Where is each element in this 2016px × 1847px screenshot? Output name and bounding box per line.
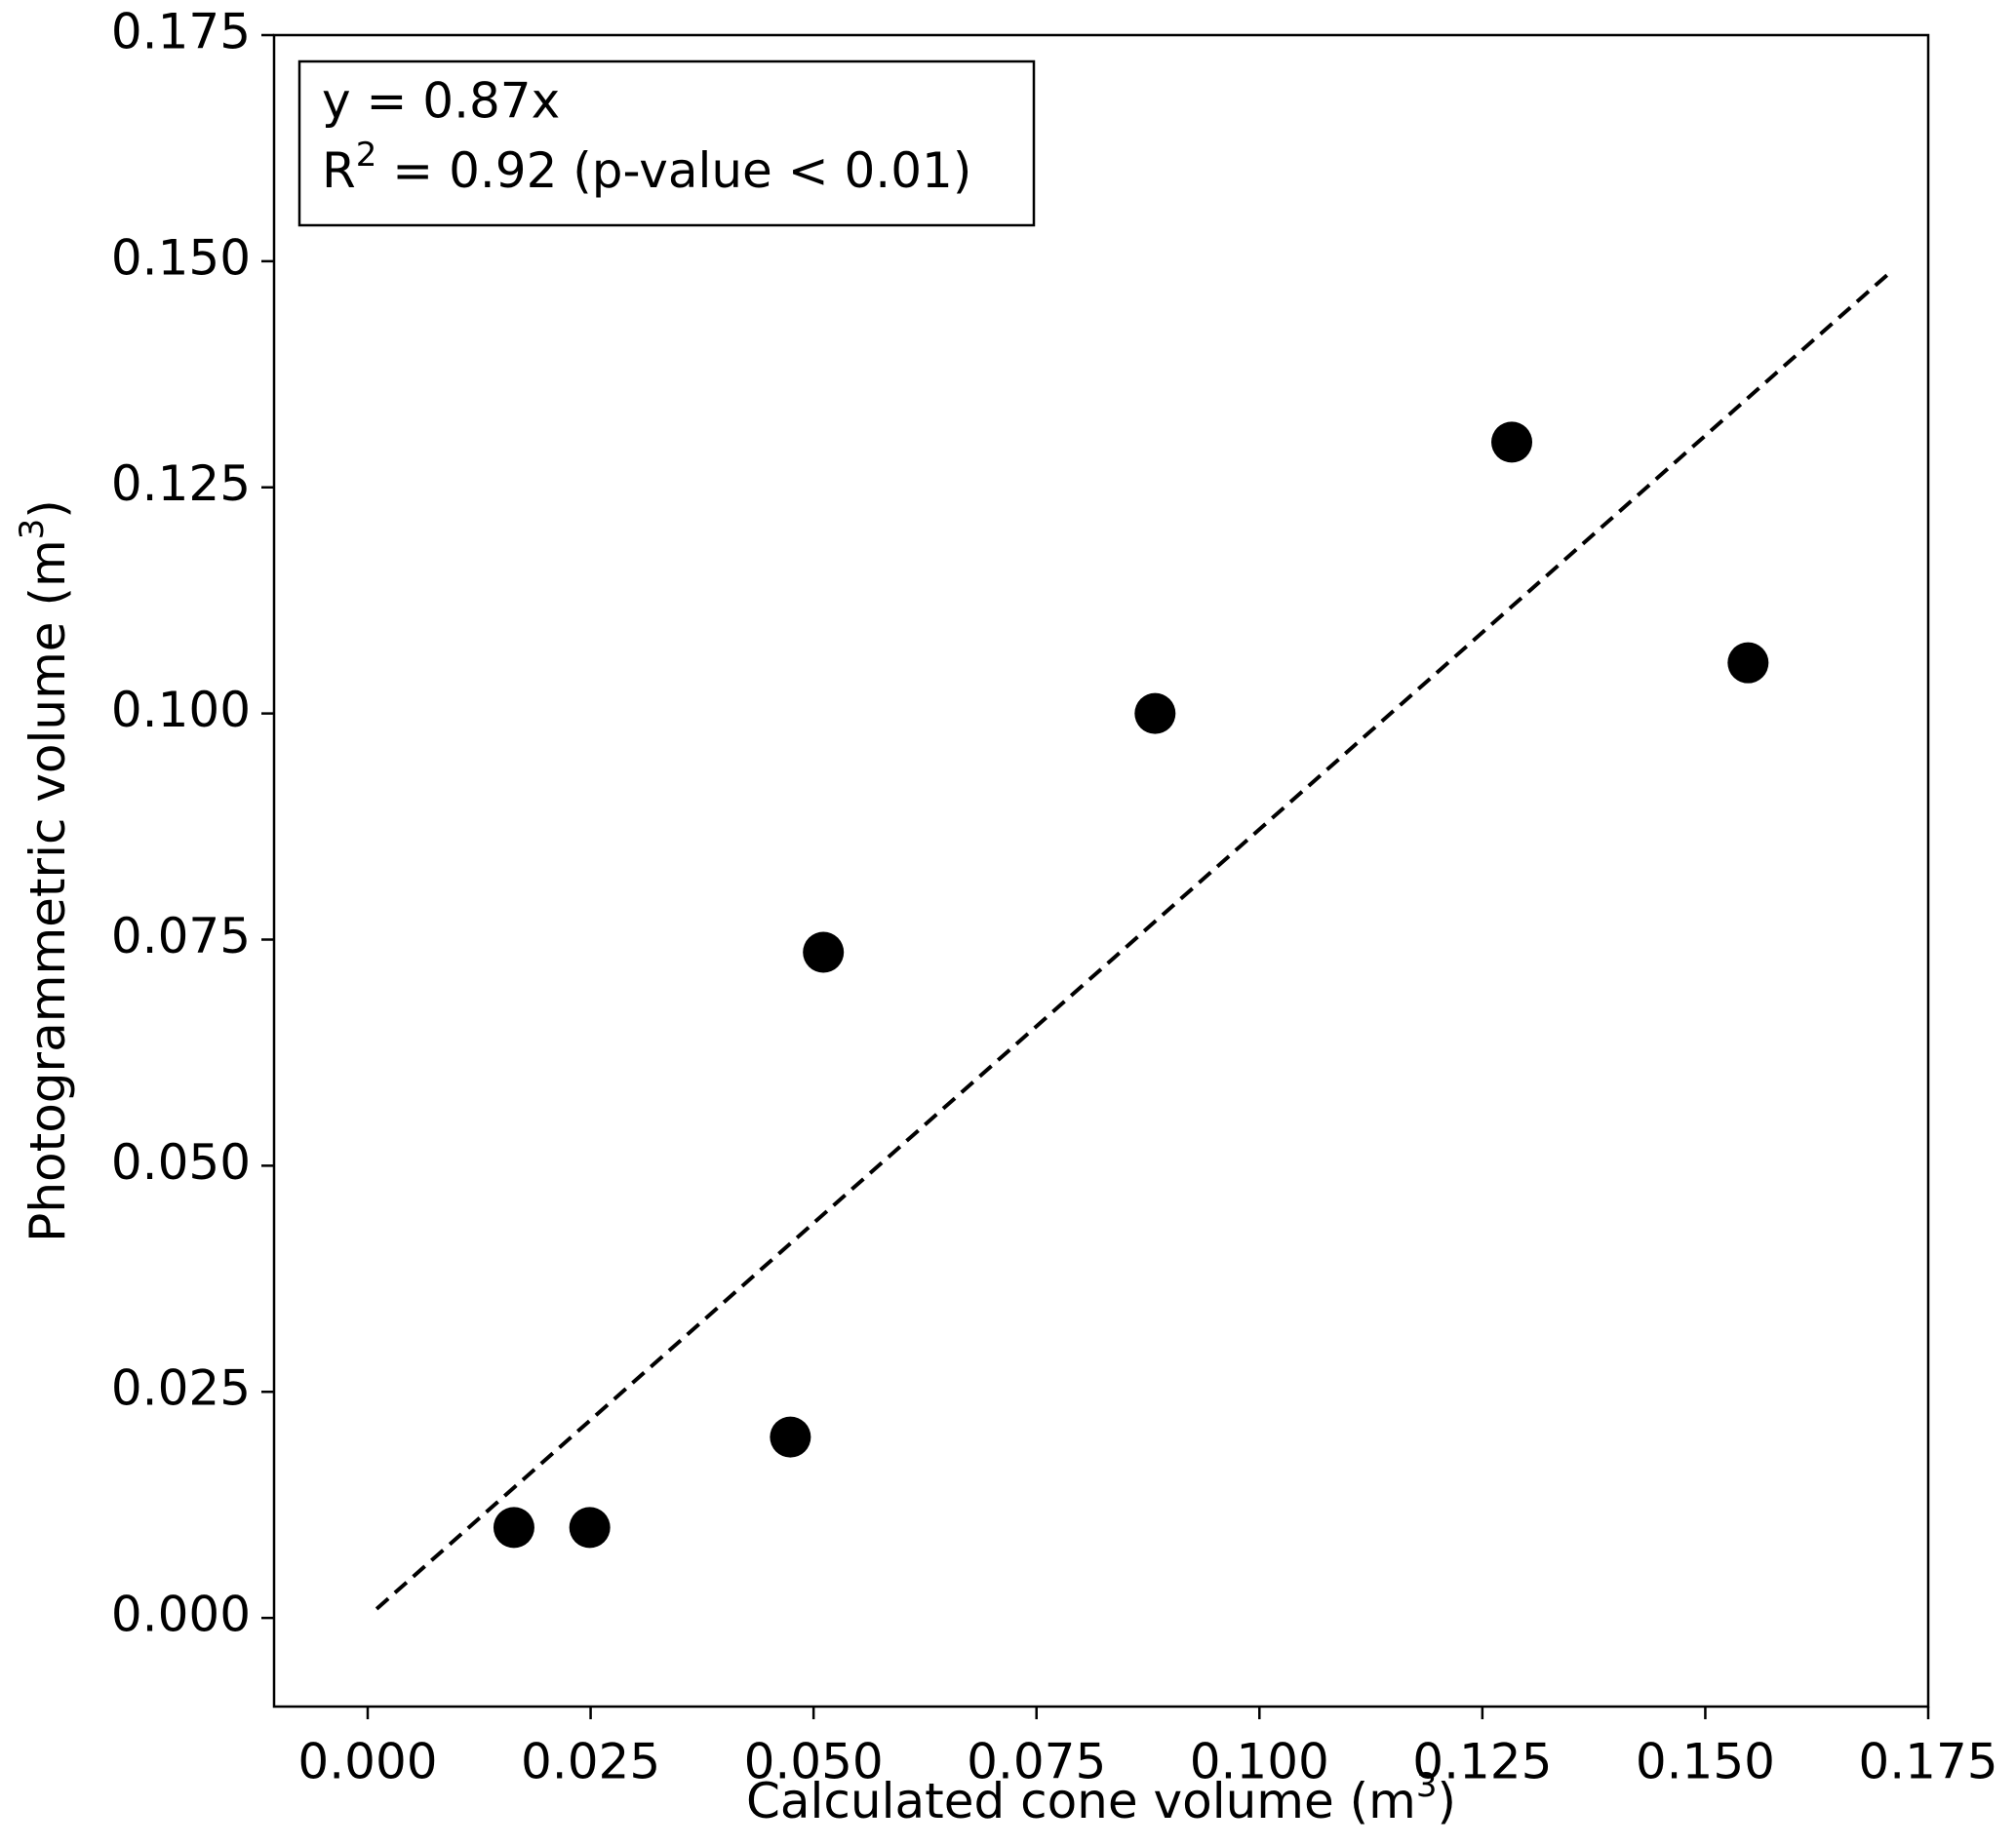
data-point	[803, 931, 845, 973]
x-axis-label: Calculated cone volume (m3)	[746, 1766, 1456, 1829]
data-point	[1134, 692, 1176, 734]
x-tick-label: 0.075	[967, 1734, 1106, 1790]
data-point	[569, 1507, 611, 1549]
y-tick-label: 0.175	[111, 4, 251, 60]
y-tick-label: 0.000	[111, 1587, 251, 1643]
y-tick-label: 0.150	[111, 229, 251, 286]
y-tick-label: 0.100	[111, 682, 251, 738]
y-tick-label: 0.125	[111, 455, 251, 512]
data-point	[1491, 421, 1533, 463]
x-tick-label: 0.000	[297, 1734, 437, 1790]
y-axis-label: Photogrammetric volume (m3)	[13, 499, 76, 1242]
annotation-line: y = 0.87x	[322, 73, 560, 130]
y-tick-label: 0.075	[111, 908, 251, 964]
x-tick-label: 0.025	[521, 1734, 660, 1790]
plot-frame	[272, 33, 1930, 1709]
x-tick-label: 0.175	[1858, 1734, 1997, 1790]
x-tick-label: 0.050	[744, 1734, 884, 1790]
data-point	[493, 1507, 534, 1549]
y-tick-label: 0.025	[111, 1360, 251, 1417]
fit-line	[375, 268, 1894, 1611]
x-tick-label: 0.100	[1190, 1734, 1329, 1790]
annotation-box	[297, 59, 1036, 227]
x-tick-label: 0.125	[1412, 1734, 1552, 1790]
annotation-line: R2 = 0.92 (p-value < 0.01)	[322, 136, 971, 199]
data-point	[1727, 642, 1769, 684]
data-point	[770, 1416, 811, 1458]
y-tick-label: 0.050	[111, 1134, 251, 1191]
x-tick-label: 0.150	[1636, 1734, 1775, 1790]
